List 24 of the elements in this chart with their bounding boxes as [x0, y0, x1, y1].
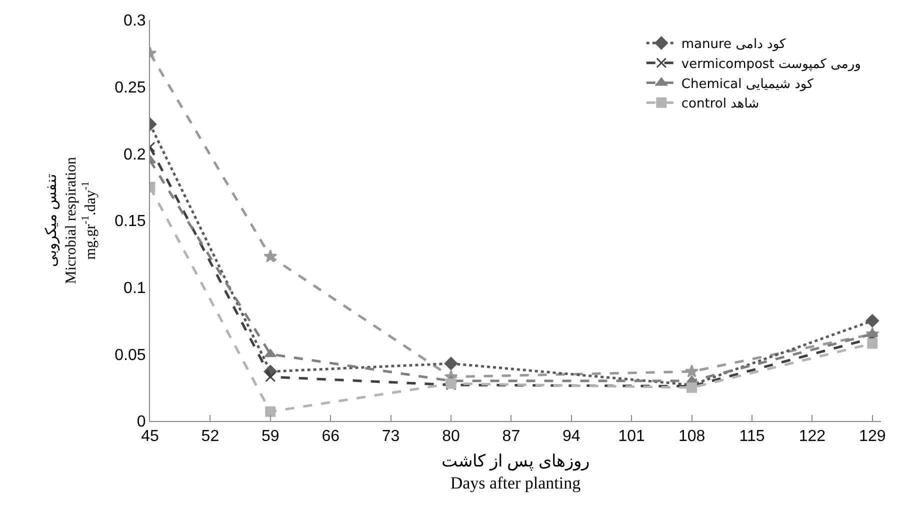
y-tick-label: 0.15: [114, 213, 146, 230]
legend-label: vermicompost ورمی کمپوست: [681, 56, 861, 72]
y-tick-label: 0.2: [124, 146, 146, 164]
x-tick-label: 66: [322, 428, 340, 446]
x-tick-label: 45: [141, 428, 159, 446]
y-tick-label: 0: [136, 414, 146, 431]
x-tick-label: 80: [442, 428, 460, 446]
legend-label: Chemical کود شیمیایی: [681, 76, 814, 92]
legend-label: manure کود دامی: [681, 37, 787, 52]
y-tick-label: 0.05: [114, 346, 146, 364]
y-tick-label: 0.1: [124, 280, 146, 297]
x-tick-label: 115: [739, 428, 765, 446]
y-tick-label: 0.3: [124, 12, 146, 30]
x-tick-label: 108: [678, 428, 706, 446]
x-tick-label: 101: [618, 428, 646, 446]
x-tick-label: 59: [262, 428, 280, 446]
x-tick-label: 52: [201, 428, 220, 446]
x-tick-label: 87: [502, 428, 520, 446]
x-tick-label: 94: [562, 428, 580, 446]
x-tick-label: 129: [859, 428, 886, 446]
x-tick-label: 122: [798, 428, 826, 446]
legend-label: control شاهد: [681, 96, 760, 112]
x-tick-label: 73: [382, 428, 400, 446]
y-tick-label: 0.25: [114, 79, 146, 96]
